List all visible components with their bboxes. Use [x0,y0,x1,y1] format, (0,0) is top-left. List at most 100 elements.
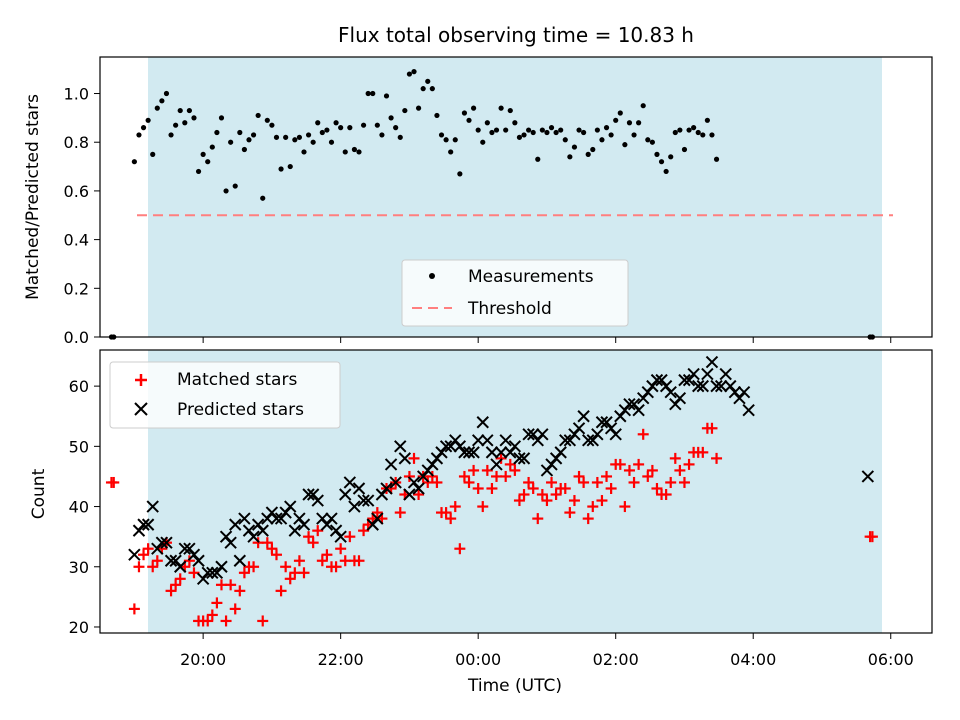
matched-star-point [683,458,695,470]
measurement-point [590,146,596,153]
measurement-point [709,132,715,138]
measurement-point [530,129,536,136]
measurement-point [328,139,335,145]
predicted-star-point [325,512,338,525]
measurement-point [310,139,316,145]
matched-star-point [138,549,150,561]
measurement-point [603,125,610,131]
predicted-star-point [229,518,242,531]
predicted-star-point [178,542,192,555]
measurement-point [186,107,192,114]
measurement-point [429,86,435,92]
measurement-point [420,86,426,92]
predicted-star-point [339,488,352,501]
measurement-point [150,151,156,157]
measurement-point [338,125,344,131]
measurement-point [548,125,555,131]
matched-star-point [403,470,415,482]
matched-star-point [440,507,452,519]
measurement-point [507,107,513,114]
predicted-star-point [435,446,448,459]
measurement-point [489,129,495,136]
matched-star-point [307,537,319,549]
predicted-star-point [641,385,654,399]
matched-star-point [697,446,709,458]
measurement-point [516,134,523,140]
predicted-star-point [311,494,324,507]
predicted-star-point [416,470,430,483]
matched-star-point [225,579,237,591]
matched-star-point [431,476,443,488]
measurement-point [260,195,266,201]
predicted-star-point [861,470,875,483]
predicted-star-point [471,434,485,447]
predicted-star-point [614,410,627,423]
measurement-point [214,129,220,136]
predicted-star-point [146,500,159,513]
measurement-point [567,154,573,160]
predicted-star-point [439,440,453,453]
measurement-point [425,78,431,84]
matched-star-point [188,567,200,579]
matched-star-point [541,495,553,507]
legend-label-threshold: Threshold [467,299,552,319]
matched-star-point [587,501,599,513]
measurement-point [691,125,697,131]
predicted-star-point [595,416,609,429]
measurement-point [562,137,568,143]
predicted-star-point [242,524,256,537]
predicted-star-point [302,488,315,501]
measurement-point [370,90,376,97]
predicted-star-point [604,422,618,435]
predicted-star-point [733,391,746,405]
measurement-point [645,137,651,143]
predicted-star-point [247,530,260,543]
predicted-star-point [164,554,178,567]
measurement-point [686,127,692,133]
bottom-y-ticks: 20 30 40 50 60 [69,377,100,637]
matched-star-point [536,489,548,501]
top-y-tick-label: 0.6 [64,182,89,201]
predicted-star-point [430,452,444,465]
measurement-point [237,129,243,136]
matched-star-point [270,549,282,561]
predicted-star-point [591,428,604,441]
predicted-star-point [687,367,700,381]
matched-star-point [408,452,420,464]
predicted-star-point [187,548,201,561]
matched-star-point [394,507,406,519]
matched-star-point [633,458,645,470]
measurement-point [200,151,206,157]
measurement-point [553,129,559,136]
top-y-tick-label: 0.2 [64,279,89,298]
measurement-point [356,149,362,155]
measurement-point [713,156,720,162]
x-tick-label: 06:00 [868,650,914,669]
matched-star-point [229,603,241,615]
top-y-tick-label: 1.0 [64,85,89,104]
matched-star-point [293,555,305,567]
predicted-star-point [476,416,489,429]
measurement-point [411,69,417,75]
predicted-star-point [581,434,595,447]
predicted-star-point [256,524,269,537]
measurement-point [301,149,307,155]
measurement-point [484,120,490,126]
legend-label-matched: Matched stars [177,370,297,390]
predicted-star-point [137,518,150,531]
predicted-star-point [526,428,540,441]
matched-star-point [165,585,177,597]
measurement-point [342,149,348,155]
matched-star-point [413,489,425,501]
measurement-point [475,127,481,133]
measurement-point [672,129,678,136]
predicted-star-point [632,404,645,417]
predicted-star-point [646,379,659,393]
x-tick-label: 22:00 [318,650,364,669]
predicted-star-point [288,524,302,537]
predicted-star-point [412,482,425,495]
predicted-star-point [210,566,224,579]
predicted-star-point [238,512,251,525]
predicted-star-point [151,542,164,555]
predicted-star-point [251,518,265,531]
